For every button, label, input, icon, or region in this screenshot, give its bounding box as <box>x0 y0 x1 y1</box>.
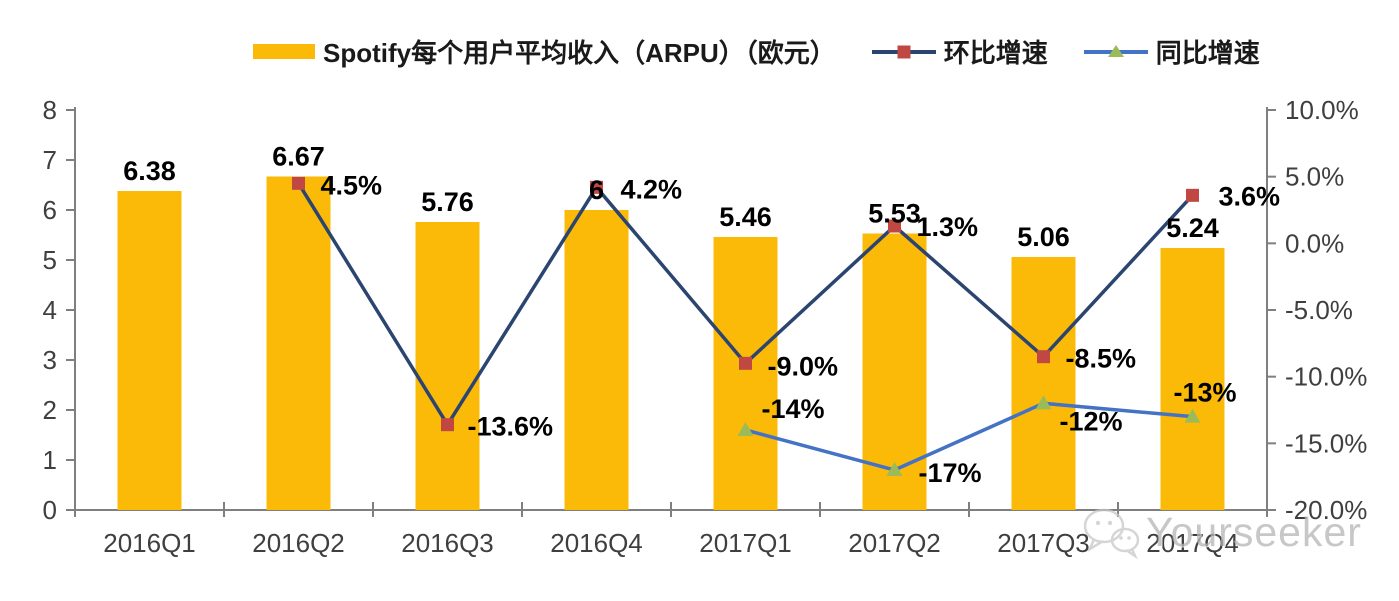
left-axis-tick-label: 1 <box>43 445 57 475</box>
bar-value-label: 5.24 <box>1166 213 1219 243</box>
yoy-point-label: -12% <box>1060 406 1123 436</box>
yoy-marker <box>1184 408 1201 423</box>
right-axis-tick-label: 5.0% <box>1285 162 1344 192</box>
qoq-point-label: 3.6% <box>1219 181 1281 211</box>
bar <box>713 237 778 510</box>
yoy-point-label: -17% <box>919 458 982 488</box>
legend-arpu-label: Spotify每个用户平均收入（ARPU）（欧元） <box>323 38 836 68</box>
right-axis-tick-label: -15.0% <box>1285 428 1367 458</box>
yoy-line-swatch-icon <box>1083 44 1148 57</box>
bar <box>415 222 480 510</box>
legend-qoq-label: 环比增速 <box>943 38 1048 68</box>
x-axis-label: 2016Q4 <box>550 528 643 558</box>
left-axis-tick-label: 2 <box>43 395 57 425</box>
bar <box>117 191 182 510</box>
yoy-point-label: -13% <box>1174 378 1237 408</box>
yoy-marker <box>886 462 903 476</box>
chart-legend: Spotify每个用户平均收入（ARPU）（欧元） 环比增速 同比增速 <box>253 33 1260 70</box>
right-axis-tick-label: 0.0% <box>1285 228 1344 258</box>
yoy-line <box>745 401 1193 472</box>
qoq-point-label: -9.0% <box>768 351 839 381</box>
yoy-marker <box>1035 395 1052 410</box>
legend-yoy-label: 同比增速 <box>1155 38 1260 68</box>
legend-item-yoy: 同比增速 <box>1083 33 1260 70</box>
legend-item-qoq: 环比增速 <box>871 33 1048 70</box>
square-marker-icon <box>897 45 911 58</box>
left-axis-tick-label: 5 <box>43 245 57 275</box>
qoq-marker <box>441 418 454 432</box>
bar-value-label: 5.53 <box>868 199 921 229</box>
x-axis-label: 2016Q3 <box>401 528 494 558</box>
left-axis-tick-label: 7 <box>43 145 57 175</box>
qoq-marker <box>1186 188 1199 202</box>
right-axis-tick-label: 10.0% <box>1285 95 1359 125</box>
x-axis-label: 2017Q1 <box>699 528 792 558</box>
qoq-marker <box>590 180 603 194</box>
qoq-point-label: -8.5% <box>1066 344 1137 374</box>
x-axis-label: 2016Q2 <box>252 528 345 558</box>
left-axis-tick-label: 0 <box>43 495 57 525</box>
qoq-line-swatch-icon <box>871 45 936 58</box>
x-axis-label: 2017Q2 <box>848 528 941 558</box>
qoq-marker <box>1037 350 1050 364</box>
triangle-marker-icon <box>1107 44 1124 57</box>
qoq-marker <box>739 356 752 370</box>
left-axis-tick-label: 6 <box>43 195 57 225</box>
bar-value-label: 5.76 <box>421 187 474 217</box>
bar <box>1011 257 1076 510</box>
bar <box>1160 248 1225 510</box>
bar <box>564 210 629 510</box>
qoq-point-label: 4.2% <box>621 174 683 204</box>
bar <box>266 176 331 510</box>
qoq-marker <box>292 176 305 190</box>
x-axis-label: 2017Q3 <box>997 528 1090 558</box>
bar-value-label: 6.67 <box>272 142 325 172</box>
right-axis-tick-label: -10.0% <box>1285 362 1367 392</box>
bar-value-label: 6 <box>589 175 604 205</box>
yoy-point-label: -14% <box>762 394 825 424</box>
yoy-marker <box>737 422 754 436</box>
bar-value-label: 6.38 <box>123 156 176 186</box>
qoq-point-label: -13.6% <box>468 412 554 442</box>
legend-item-arpu: Spotify每个用户平均收入（ARPU）（欧元） <box>253 33 836 70</box>
x-axis-label: 2016Q1 <box>103 528 196 558</box>
qoq-marker <box>888 219 901 233</box>
qoq-point-label: 1.3% <box>917 212 979 242</box>
bar-series-swatch-icon <box>253 44 315 59</box>
right-axis-tick-label: -20.0% <box>1285 495 1367 525</box>
bar-value-label: 5.06 <box>1017 222 1070 252</box>
right-axis-tick-label: -5.0% <box>1285 295 1353 325</box>
bar-value-label: 5.46 <box>719 202 772 232</box>
left-axis-tick-label: 3 <box>43 345 57 375</box>
left-axis-tick-label: 4 <box>43 295 57 325</box>
qoq-point-label: 4.5% <box>321 170 383 200</box>
x-axis-label: 2017Q4 <box>1146 528 1239 558</box>
left-axis-tick-label: 8 <box>43 95 57 125</box>
